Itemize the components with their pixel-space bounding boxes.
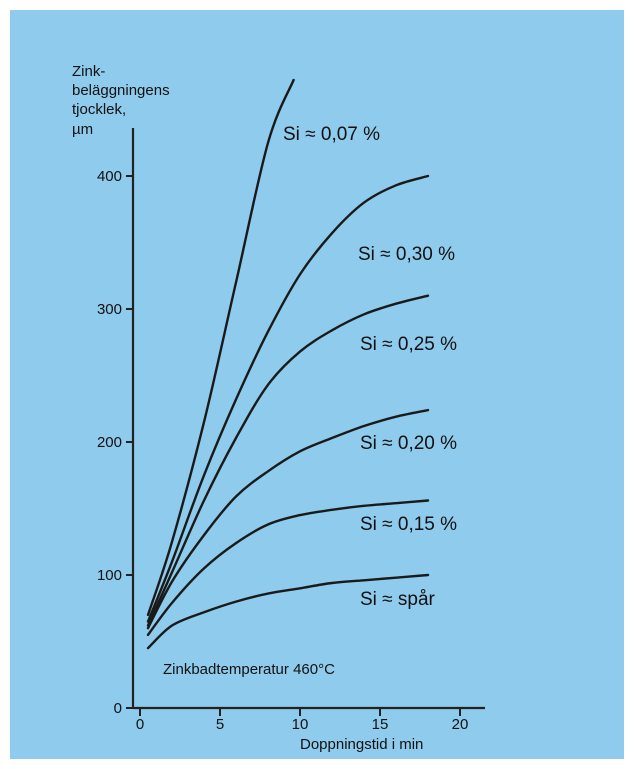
series-label: Si ≈ 0,15 % <box>360 514 457 535</box>
series-line <box>146 294 430 627</box>
y-tick-label: 400 <box>97 168 122 185</box>
series-line <box>146 408 430 630</box>
bath-temperature-annotation: Zinkbadtemperatur 460°C <box>163 661 335 678</box>
x-tick-label: 20 <box>452 716 469 733</box>
series-label: Si ≈ 0,30 % <box>358 244 455 265</box>
series-line <box>146 573 430 650</box>
x-tick-label: 0 <box>136 716 144 733</box>
series-label: Si ≈ 0,20 % <box>360 433 457 454</box>
y-tick-label: 100 <box>97 567 122 584</box>
series-label: Si ≈ 0,25 % <box>360 334 457 355</box>
x-tick-label: 10 <box>292 716 309 733</box>
x-axis-label: Doppningstid i min <box>300 736 423 753</box>
series-line <box>146 78 295 617</box>
y-axis-label-line: Zink- <box>72 63 105 80</box>
series-layer <box>146 78 430 650</box>
ticks-layer: 0 100 200 300 400 0 5 10 15 20 <box>97 168 468 733</box>
series-label: Si ≈ spår <box>360 589 436 610</box>
series-line <box>146 499 430 637</box>
series-line <box>146 174 430 623</box>
x-tick-label: 15 <box>372 716 389 733</box>
y-axis-label-line: beläggningens <box>72 82 170 99</box>
y-axis-label-line: tjocklek, <box>72 101 126 118</box>
x-tick-label: 5 <box>216 716 224 733</box>
y-axis-label-line: µm <box>72 121 93 138</box>
y-tick-label: 200 <box>97 434 122 451</box>
series-labels-layer: Si ≈ 0,07 % Si ≈ 0,30 % Si ≈ 0,25 % Si ≈ 0,… <box>283 124 457 610</box>
series-label: Si ≈ 0,07 % <box>283 124 380 145</box>
y-tick-label: 300 <box>97 301 122 318</box>
y-tick-label: 0 <box>114 700 122 717</box>
chart-background <box>10 10 624 759</box>
